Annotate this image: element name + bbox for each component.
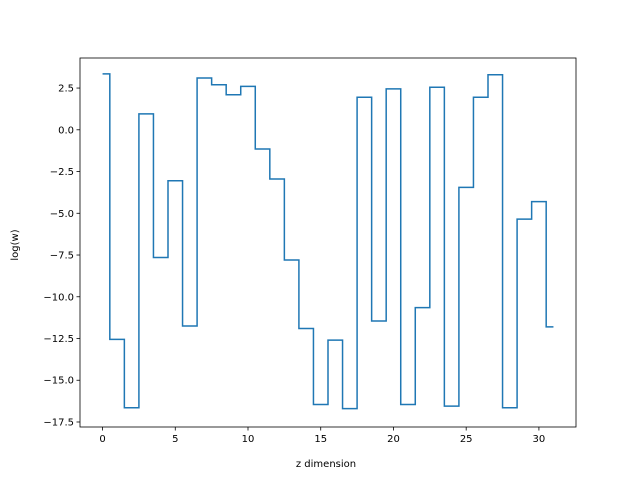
y-tick-label: 2.5 [58, 84, 74, 95]
y-tick-label: −5.0 [50, 209, 74, 220]
y-tick-label: −7.5 [50, 251, 74, 262]
x-tick-label: 0 [99, 434, 105, 445]
y-axis-label: log(w) [10, 229, 21, 260]
y-tick-label: 0.0 [58, 125, 74, 136]
plot-area [79, 57, 577, 428]
y-tick-label: −12.5 [43, 334, 74, 345]
y-tick-label: −17.5 [43, 417, 74, 428]
x-tick-label: 10 [242, 434, 255, 445]
x-tick-label: 25 [460, 434, 473, 445]
x-tick-label: 20 [387, 434, 400, 445]
axes-frame [79, 57, 577, 428]
y-tick-label: −10.0 [43, 292, 74, 303]
series-line [102, 73, 554, 410]
y-tick-label: −2.5 [50, 167, 74, 178]
x-axis: 0 5 10 15 20 25 30 [99, 427, 545, 445]
y-axis: 2.5 0.0 −2.5 −5.0 −7.5 −10.0 −12.5 −15.0 −17.5 [43, 84, 80, 428]
x-tick-label: 5 [172, 434, 178, 445]
x-tick-label: 30 [533, 434, 546, 445]
x-tick-label: 15 [314, 434, 327, 445]
x-axis-label: z dimension [296, 459, 356, 470]
y-tick-label: −15.0 [43, 376, 74, 387]
